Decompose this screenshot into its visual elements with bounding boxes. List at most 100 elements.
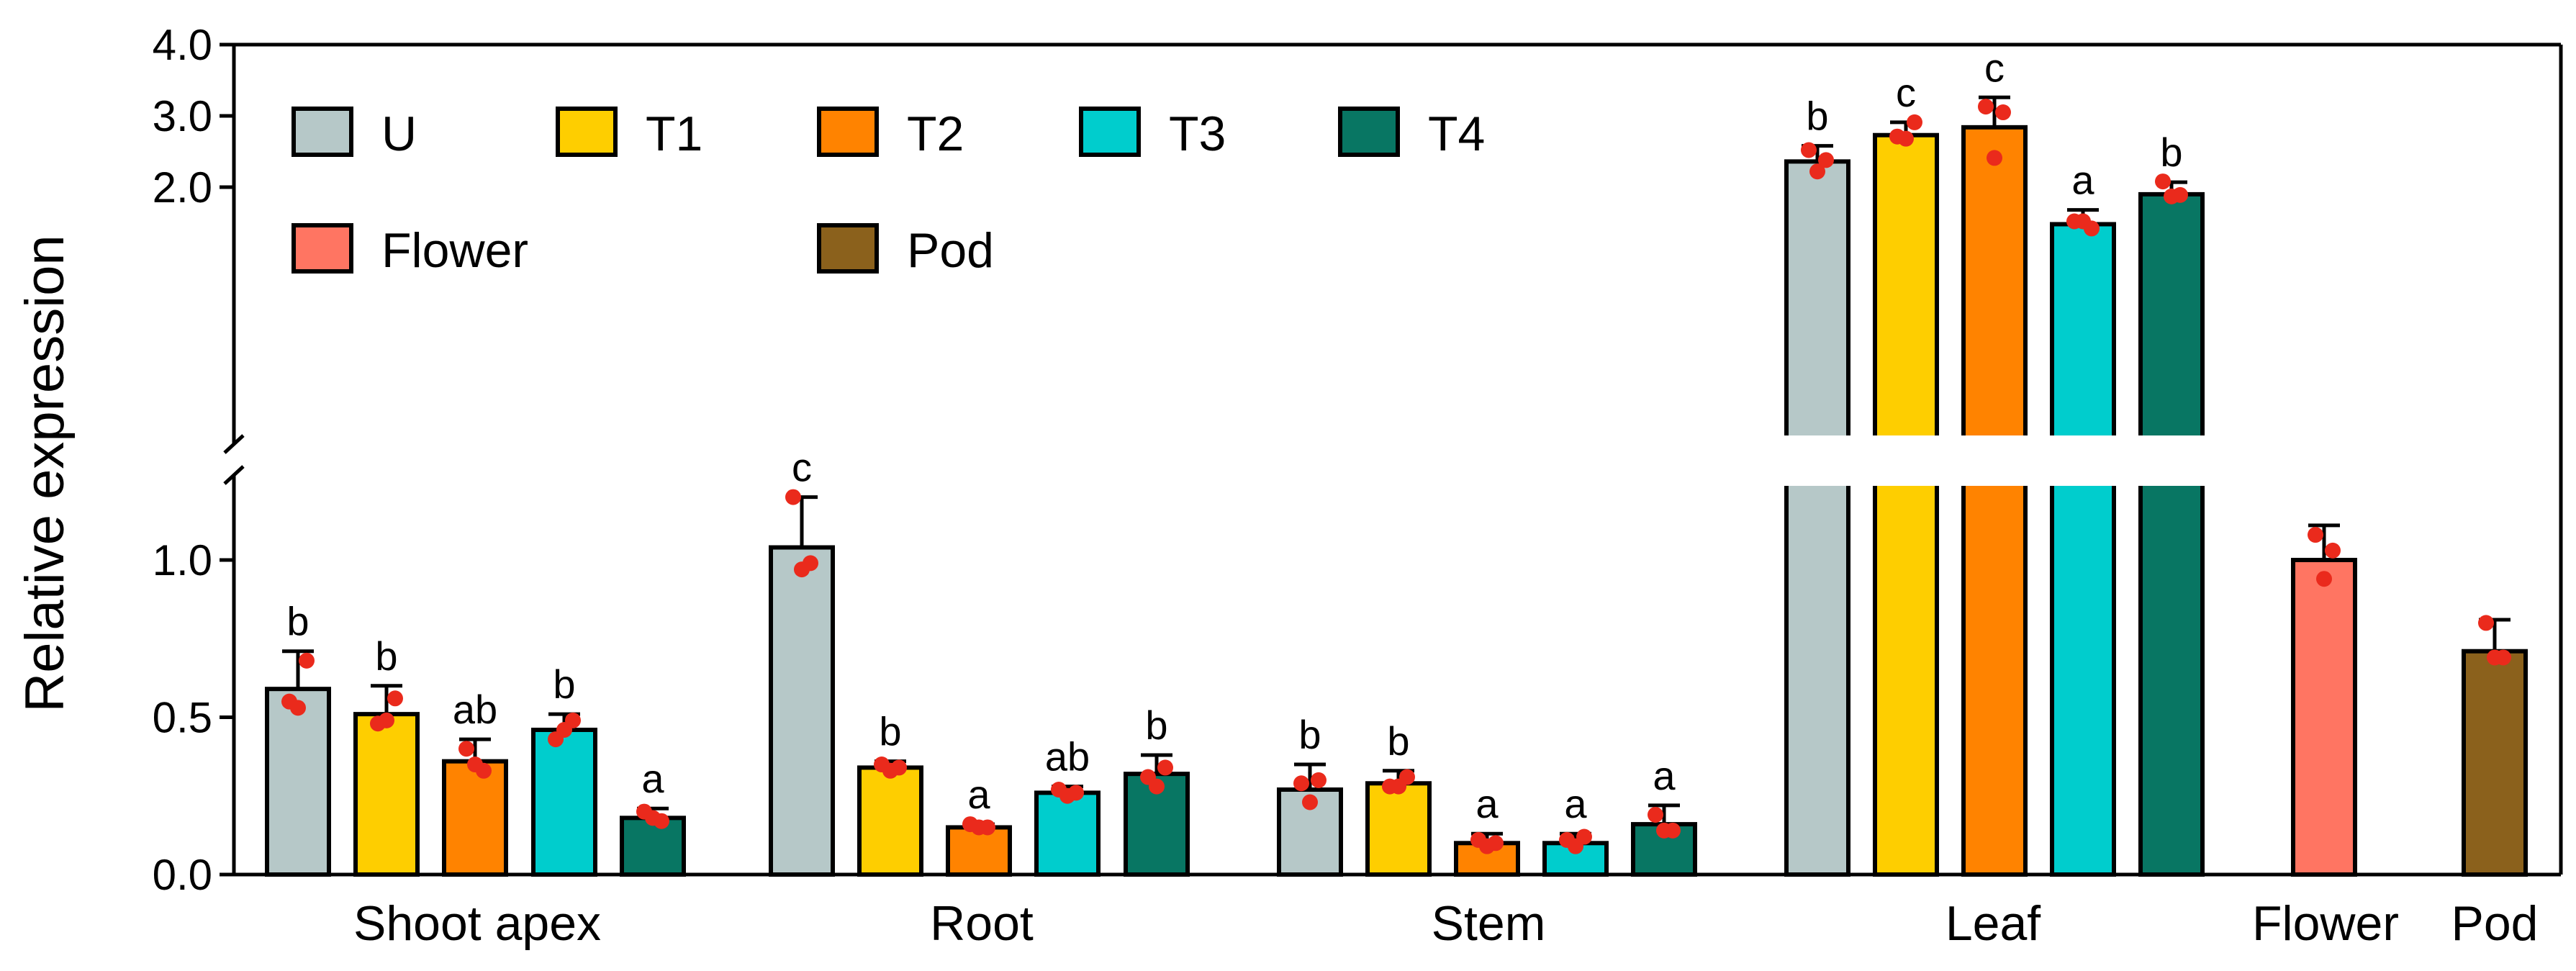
data-point [1391,778,1406,795]
data-point [387,690,403,707]
data-point [2164,188,2179,204]
bar [2138,191,2205,440]
data-point [1801,142,1817,158]
data-point [1479,838,1495,854]
significance-label: a [1564,781,1587,826]
bar [1961,125,2028,440]
bar [1873,132,1939,440]
data-point [2075,213,2091,230]
significance-label: a [1475,781,1499,826]
legend-label: Pod [907,223,994,278]
x-category-label: Root [930,896,1034,951]
y-tick-label: 1.0 [153,536,212,584]
y-axis-title: Relative expression [14,235,76,712]
significance-label: b [1387,718,1409,764]
bar [1784,482,1850,877]
data-point [1149,778,1165,795]
bar [442,759,508,877]
data-point [1656,822,1672,839]
data-point [2308,527,2323,543]
data-point [1157,759,1173,776]
significance-label: b [1298,712,1321,757]
data-point [1302,794,1318,810]
data-point [467,757,483,773]
bar-break-gap [1782,435,1853,486]
legend-label: T3 [1169,107,1226,161]
axis-break-mark [223,434,245,454]
y-tick-label: 0.5 [153,694,212,742]
legend-swatch [292,107,353,157]
data-point [785,489,801,505]
bar [265,687,331,877]
bar [2050,482,2116,877]
data-point [882,762,898,779]
significance-label: c [1896,70,1916,115]
data-point [2155,173,2171,190]
bar [531,727,597,877]
data-point [1978,99,1994,115]
legend-swatch [556,107,618,157]
legend-label: Flower [381,223,528,278]
data-point [299,652,315,669]
data-point [1898,130,1914,147]
legend-label: T4 [1428,107,1485,161]
bar [2462,649,2528,877]
significance-label: a [1653,753,1676,798]
significance-label: b [1806,94,1828,139]
data-point [290,700,306,716]
bar-break-gap [1959,435,2030,486]
bar [1034,790,1101,877]
data-point [1907,114,1922,130]
significance-label: b [553,661,575,707]
bar [857,765,923,877]
data-point [2325,542,2341,559]
data-point [971,819,987,836]
x-category-label: Stem [1432,896,1546,951]
legend-swatch [292,223,353,274]
y-tick-label: 2.0 [153,163,212,212]
data-point [1818,152,1834,168]
bar [2138,482,2205,877]
x-category-label: Flower [2252,896,2399,951]
x-category-label: Shoot apex [353,896,601,951]
bar [1784,159,1850,441]
data-point [2478,615,2494,631]
significance-label: a [967,772,990,817]
significance-label: a [2071,158,2094,203]
legend-label: U [381,107,417,161]
bar [2050,222,2116,440]
significance-label: b [1145,703,1167,748]
data-point [1311,772,1327,788]
data-point [1987,150,2002,166]
bar [353,712,420,877]
bar [1365,781,1432,877]
bar-break-gap [2048,435,2118,486]
data-point [794,561,810,578]
bar [620,816,686,877]
bar [1961,482,2028,877]
y-tick-label: 0.0 [153,851,212,899]
data-point [1648,806,1663,823]
legend-swatch [817,107,879,157]
y-tick-label: 4.0 [153,21,212,69]
data-point [2487,649,2503,666]
significance-label: b [286,599,309,644]
significance-label: c [792,445,812,490]
significance-label: c [1984,45,2005,90]
data-point [1809,163,1825,180]
data-point [1995,104,2011,121]
bar-break-gap [2136,435,2207,486]
x-category-label: Leaf [1945,896,2041,951]
data-point [1059,787,1075,804]
data-point [645,810,661,826]
significance-label: b [879,709,901,754]
data-point [2316,571,2332,587]
x-category-label: Pod [2451,896,2539,951]
bar [1873,482,1939,877]
legend-swatch [817,223,879,274]
significance-label: a [641,756,664,801]
data-point [1568,838,1583,854]
legend-label: T1 [646,107,702,161]
